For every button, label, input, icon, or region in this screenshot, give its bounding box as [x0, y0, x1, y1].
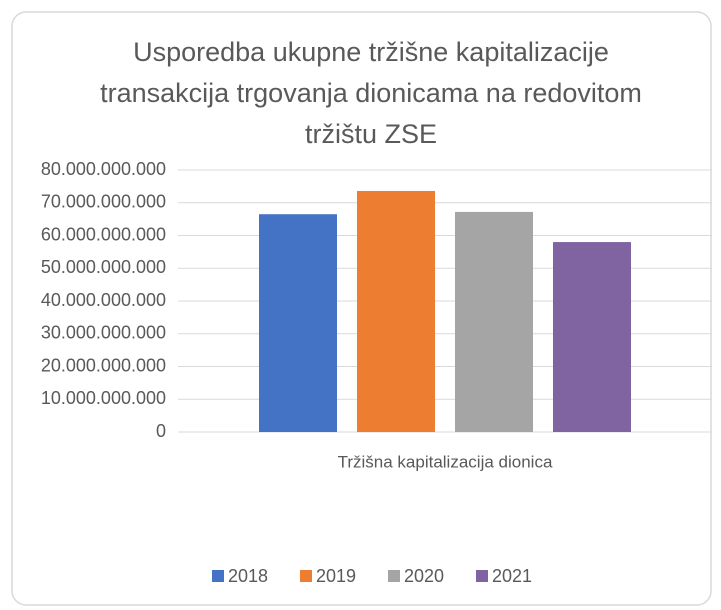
legend-swatch	[212, 570, 224, 582]
bar	[455, 211, 533, 432]
bar	[259, 214, 337, 432]
y-tick-label: 20.000.000.000	[41, 355, 166, 375]
bar	[553, 242, 631, 432]
x-tick-label: Tržišna kapitalizacija dionica	[338, 452, 553, 471]
y-tick-label: 30.000.000.000	[41, 323, 166, 343]
y-tick-label: 50.000.000.000	[41, 257, 166, 277]
legend-label: 2020	[404, 566, 444, 586]
y-tick-label: 80.000.000.000	[41, 159, 166, 179]
legend-swatch	[388, 570, 400, 582]
legend-label: 2019	[316, 566, 356, 586]
bar	[357, 190, 435, 432]
chart-title: Usporedba ukupne tržišne kapitalizacije …	[100, 37, 642, 149]
y-tick-label: 0	[156, 421, 166, 441]
y-tick-label: 70.000.000.000	[41, 192, 166, 212]
y-tick-label: 40.000.000.000	[41, 290, 166, 310]
y-tick-label: 10.000.000.000	[41, 388, 166, 408]
legend-swatch	[476, 570, 488, 582]
legend-swatch	[300, 570, 312, 582]
legend-label: 2021	[492, 566, 532, 586]
y-tick-label: 60.000.000.000	[41, 224, 166, 244]
legend-label: 2018	[228, 566, 268, 586]
